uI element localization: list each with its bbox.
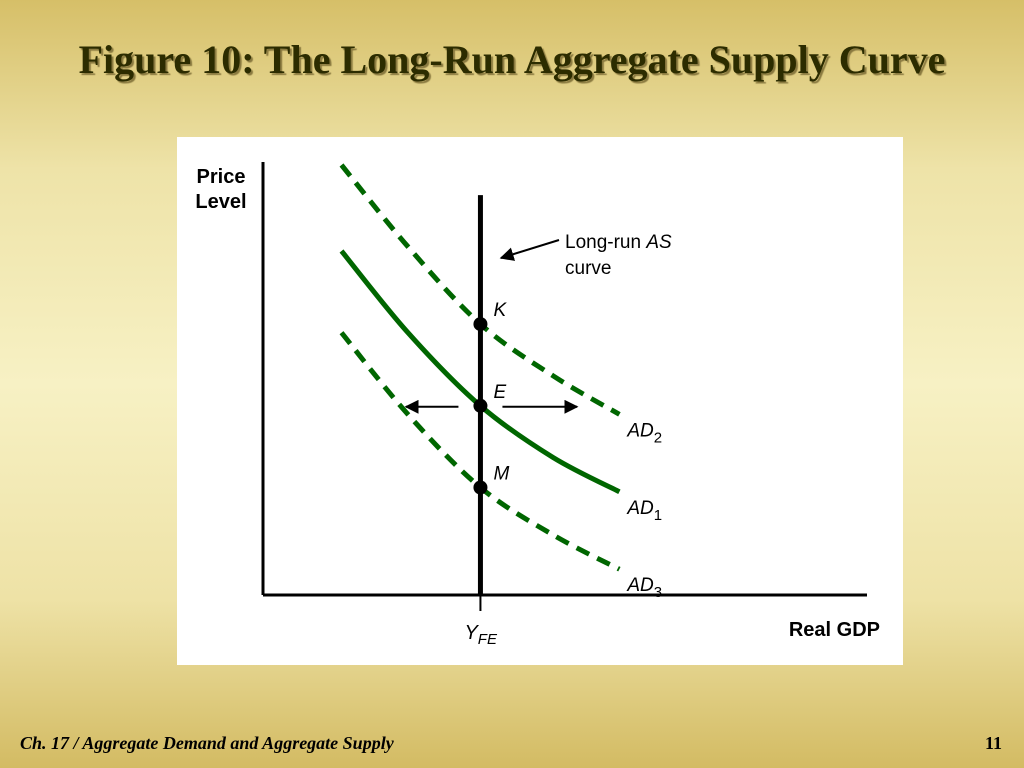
label-ad3: AD3 (626, 575, 662, 601)
point-m (473, 480, 488, 495)
point-e (473, 398, 488, 413)
x-tick-label-yfe: YFE (464, 622, 498, 648)
label-ad2: AD2 (626, 420, 662, 446)
label-ad1: AD1 (626, 498, 662, 524)
lras-annotation: Long-run AS curve (565, 232, 672, 279)
lras-chart: Price Level Real GDP AD2 AD1 AD3 Long-run AS cu… (195, 162, 880, 648)
point-label-e: E (493, 382, 506, 403)
point-k (473, 317, 488, 332)
curve-ad3 (339, 331, 621, 572)
y-axis-label: Price Level (195, 166, 246, 213)
page-number: 11 (984, 733, 1002, 753)
slide-title: Figure 10: The Long-Run Aggregate Supply… (78, 37, 946, 82)
chapter-footer: Ch. 17 / Aggregate Demand and Aggregate … (20, 733, 394, 753)
chart-panel: Price Level Real GDP AD2 AD1 AD3 Long-run AS cu… (177, 137, 903, 665)
x-axis-label: Real GDP (789, 619, 880, 641)
point-label-m: M (493, 464, 509, 485)
lras-annotation-arrow (499, 239, 560, 261)
point-label-k: K (493, 300, 507, 321)
